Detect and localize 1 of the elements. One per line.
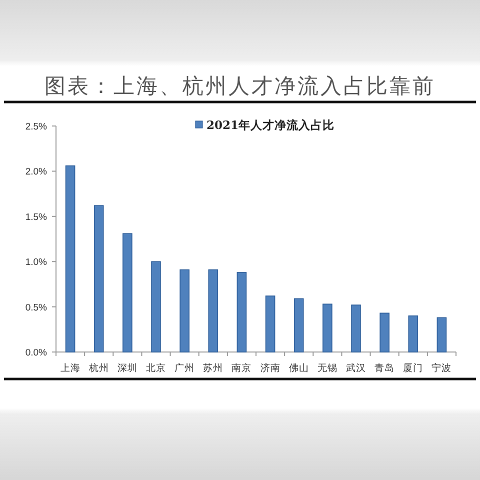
title: 图表：上海、杭州人才净流入占比靠前 <box>44 74 436 98</box>
